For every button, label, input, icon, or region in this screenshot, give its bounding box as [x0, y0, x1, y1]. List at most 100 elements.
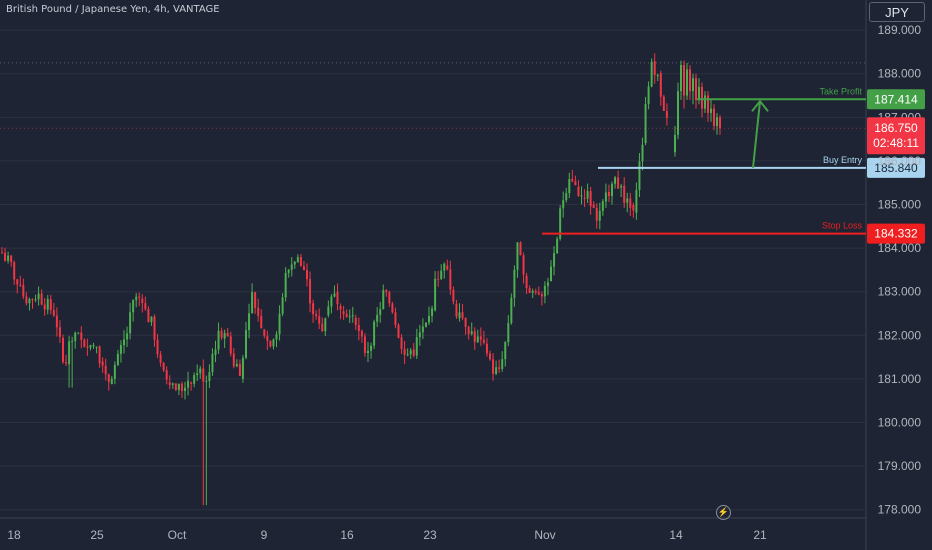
candle: [370, 342, 373, 359]
candle: [162, 361, 165, 372]
candle-body: [126, 333, 129, 340]
candle: [293, 260, 296, 269]
candle-body: [525, 275, 528, 289]
candle: [665, 103, 668, 126]
candle-body: [367, 350, 369, 354]
symbol-title[interactable]: British Pound / Japanese Yen, 4h, VANTAG…: [6, 4, 220, 15]
candle: [707, 91, 709, 122]
candle-body: [275, 334, 278, 340]
candle-body: [168, 382, 171, 385]
candle-body: [309, 279, 312, 304]
candle-body: [665, 111, 668, 118]
candle: [376, 307, 379, 328]
lightning-icon[interactable]: ⚡: [716, 505, 731, 520]
candle-body: [98, 346, 101, 364]
candle-body: [28, 299, 31, 304]
candle-body: [211, 354, 214, 373]
candle-body: [498, 367, 501, 369]
arrow-shaft: [752, 101, 761, 169]
candle: [528, 285, 531, 294]
candle: [251, 283, 254, 314]
candle-body: [171, 383, 174, 385]
candle: [641, 137, 644, 171]
candle-body: [58, 327, 61, 337]
candle-body: [428, 316, 430, 323]
level-price-tag: [867, 157, 925, 178]
candle-body: [485, 343, 488, 354]
candle: [132, 299, 135, 322]
candle-body: [46, 299, 49, 310]
candle-body: [4, 252, 7, 261]
candle: [171, 382, 174, 389]
candle-body: [464, 318, 467, 327]
candle-body: [650, 61, 653, 87]
candle: [272, 338, 275, 350]
candle: [241, 354, 244, 383]
candle: [431, 305, 434, 323]
candle: [418, 324, 421, 346]
candle-body: [635, 189, 638, 213]
candle-body: [241, 357, 244, 379]
price-tick-label: 185.000: [878, 198, 922, 212]
price-tick-label: 182.000: [878, 328, 922, 342]
candle-body: [470, 331, 473, 335]
currency-button[interactable]: JPY: [869, 2, 925, 22]
candle: [644, 96, 647, 146]
candle: [71, 336, 74, 388]
candle: [592, 201, 595, 209]
candle-body: [455, 303, 458, 317]
candle: [629, 192, 632, 216]
candle-body: [397, 324, 400, 338]
candle-body: [598, 210, 601, 221]
candle: [62, 334, 64, 364]
candle: [296, 254, 299, 263]
time-tick-label: 23: [423, 528, 437, 542]
candle: [495, 360, 498, 376]
candle: [513, 265, 516, 307]
candle-body: [492, 359, 495, 374]
candle: [55, 307, 58, 337]
candle-body: [284, 272, 287, 298]
candle: [299, 253, 302, 267]
candle: [330, 294, 333, 314]
candle: [257, 298, 260, 322]
candle-body: [482, 339, 485, 343]
candle-body: [190, 382, 193, 384]
price-tick-label: 179.000: [878, 459, 922, 473]
candle-body: [644, 104, 647, 144]
candle-body: [707, 95, 709, 113]
candle-body: [86, 346, 89, 348]
candle: [74, 331, 77, 349]
candle-body: [180, 383, 183, 391]
candle: [187, 371, 190, 396]
candle: [235, 359, 238, 368]
price-tick-label: 184.000: [878, 241, 922, 255]
candle-body: [83, 339, 86, 347]
candle-body: [540, 294, 543, 297]
candle: [473, 327, 476, 350]
candle-body: [626, 198, 629, 203]
candle: [318, 308, 321, 330]
candle-body: [162, 362, 165, 371]
candle-body: [674, 134, 676, 153]
candle-body: [385, 290, 388, 293]
candle: [144, 296, 147, 311]
level-price-text: 187.414: [874, 92, 918, 106]
candle: [501, 351, 504, 372]
candle-body: [583, 198, 586, 200]
price-tick-label: 186.000: [878, 154, 922, 168]
candle: [138, 292, 141, 307]
grid-lines: [0, 29, 866, 511]
candle-body: [272, 339, 275, 347]
candle-body: [449, 269, 452, 290]
candle-body: [321, 323, 324, 332]
candle: [92, 342, 95, 350]
candle-body: [704, 95, 706, 109]
candle: [80, 326, 83, 349]
candle-body: [25, 296, 28, 304]
candle-body: [187, 380, 190, 388]
candle: [467, 325, 470, 340]
candle: [190, 381, 193, 391]
candle: [208, 364, 211, 389]
